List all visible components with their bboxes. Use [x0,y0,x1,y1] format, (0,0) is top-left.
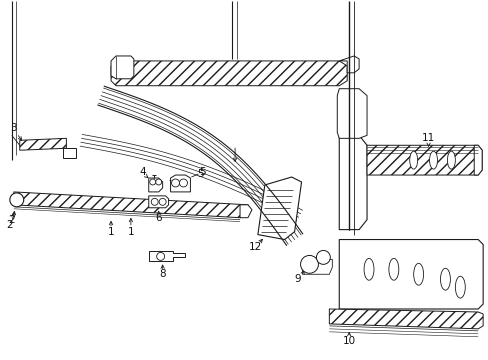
Circle shape [316,251,330,264]
Polygon shape [328,309,482,329]
Text: 5: 5 [197,169,203,179]
Ellipse shape [364,258,373,280]
Polygon shape [473,145,481,175]
Ellipse shape [409,151,417,169]
Circle shape [10,193,24,207]
Ellipse shape [447,151,454,169]
Circle shape [156,252,164,260]
Text: 4: 4 [139,167,146,177]
Circle shape [300,255,318,273]
Text: 2: 2 [8,215,15,225]
Polygon shape [366,145,481,175]
Text: 2: 2 [6,220,13,230]
Text: 1: 1 [107,226,114,237]
Circle shape [179,179,187,187]
Polygon shape [302,260,332,274]
Circle shape [151,198,158,205]
Text: 1: 1 [127,226,134,237]
Polygon shape [63,148,76,158]
Text: 10: 10 [342,336,355,346]
Polygon shape [170,175,190,192]
Ellipse shape [413,264,423,285]
Text: 3: 3 [10,123,17,134]
Polygon shape [148,196,168,208]
Circle shape [155,179,162,185]
Ellipse shape [454,276,464,298]
Polygon shape [339,239,482,309]
Circle shape [171,179,179,187]
Circle shape [159,198,166,205]
Text: 5: 5 [199,167,205,177]
Polygon shape [20,138,66,150]
Ellipse shape [440,268,449,290]
Circle shape [149,179,155,185]
Polygon shape [111,56,134,79]
Polygon shape [111,61,346,86]
Polygon shape [240,205,251,218]
Polygon shape [337,89,366,138]
Ellipse shape [428,151,437,169]
Text: 9: 9 [294,274,300,284]
Text: 12: 12 [249,243,262,252]
Ellipse shape [388,258,398,280]
Polygon shape [14,192,247,218]
Text: 11: 11 [421,133,434,143]
Polygon shape [148,251,185,261]
Text: 8: 8 [159,269,165,279]
Polygon shape [339,56,358,73]
Polygon shape [257,177,301,239]
Text: 6: 6 [155,213,162,223]
Polygon shape [148,178,163,192]
Polygon shape [339,135,366,230]
